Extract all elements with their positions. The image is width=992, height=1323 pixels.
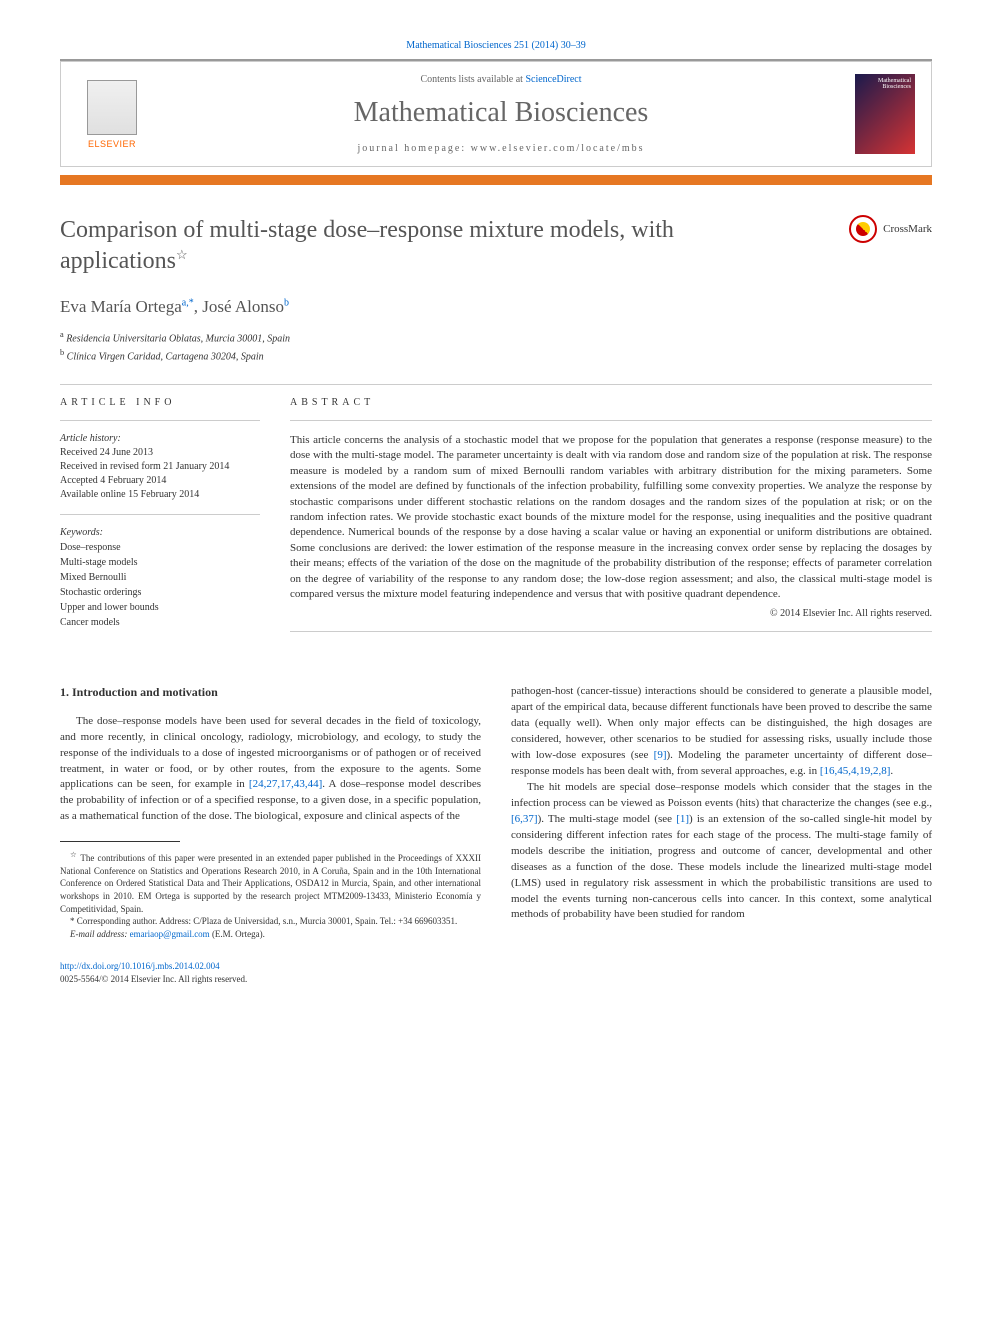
body-columns: 1. Introduction and motivation The dose–… <box>60 684 932 985</box>
keyword-item: Dose–response <box>60 540 260 555</box>
reference-link[interactable]: [16,45,4,19,2,8] <box>820 765 891 777</box>
article-title: Comparison of multi-stage dose–response … <box>60 215 760 277</box>
author-1-corr-mark[interactable]: * <box>189 298 194 309</box>
top-citation: Mathematical Biosciences 251 (2014) 30–3… <box>60 40 932 51</box>
body-text: ). The multi-stage model (see <box>538 813 677 825</box>
body-column-left: 1. Introduction and motivation The dose–… <box>60 684 481 985</box>
divider-line <box>60 384 932 385</box>
crossmark-icon <box>849 215 877 243</box>
title-footnote-star: ☆ <box>176 247 188 262</box>
journal-header-box: ELSEVIER Contents lists available at Sci… <box>60 61 932 167</box>
footnote-email: E-mail address: emariaop@gmail.com (E.M.… <box>60 928 481 941</box>
title-text: Comparison of multi-stage dose–response … <box>60 217 674 274</box>
available-date: Available online 15 February 2014 <box>60 488 260 502</box>
affiliation-b-text: Clínica Virgen Caridad, Cartagena 30204,… <box>67 351 264 362</box>
history-dates: Received 24 June 2013 Received in revise… <box>60 446 260 502</box>
author-2-affil[interactable]: b <box>284 298 289 309</box>
body-paragraph: The hit models are special dose–response… <box>511 780 932 923</box>
contents-available-line: Contents lists available at ScienceDirec… <box>167 74 835 85</box>
elsevier-logo[interactable]: ELSEVIER <box>77 74 147 154</box>
body-text: . <box>890 765 893 777</box>
keyword-item: Multi-stage models <box>60 555 260 570</box>
reference-link[interactable]: [9] <box>654 749 667 761</box>
abstract-column: ABSTRACT This article concerns the analy… <box>290 397 932 644</box>
title-row: Comparison of multi-stage dose–response … <box>60 215 932 277</box>
homepage-label: journal homepage: <box>357 143 470 154</box>
revised-date: Received in revised form 21 January 2014 <box>60 460 260 474</box>
keywords-divider <box>60 514 260 515</box>
abstract-copyright: © 2014 Elsevier Inc. All rights reserved… <box>290 608 932 619</box>
affiliations: a Residencia Universitaria Oblatas, Murc… <box>60 329 932 364</box>
doi-link[interactable]: http://dx.doi.org/10.1016/j.mbs.2014.02.… <box>60 961 220 971</box>
abstract-text: This article concerns the analysis of a … <box>290 433 932 602</box>
homepage-url[interactable]: www.elsevier.com/locate/mbs <box>471 143 645 154</box>
article-info-label: ARTICLE INFO <box>60 397 260 408</box>
article-info-column: ARTICLE INFO Article history: Received 2… <box>60 397 260 644</box>
article-page: Mathematical Biosciences 251 (2014) 30–3… <box>0 0 992 1026</box>
email-suffix: (E.M. Ortega). <box>210 929 265 939</box>
section-1-heading: 1. Introduction and motivation <box>60 684 481 701</box>
affiliation-a-text: Residencia Universitaria Oblatas, Murcia… <box>66 334 290 345</box>
keywords-list: Dose–response Multi-stage models Mixed B… <box>60 540 260 630</box>
elsevier-tree-icon <box>87 80 137 135</box>
reference-link[interactable]: [6,37] <box>511 813 538 825</box>
orange-accent-bar <box>60 175 932 185</box>
received-date: Received 24 June 2013 <box>60 446 260 460</box>
footnotes: ☆ The contributions of this paper were p… <box>60 850 481 940</box>
journal-cover-thumbnail[interactable]: Mathematical Biosciences <box>855 74 915 154</box>
journal-name: Mathematical Biosciences <box>167 97 835 129</box>
footnote-star-text: The contributions of this paper were pre… <box>60 853 481 913</box>
issn-copyright: 0025-5564/© 2014 Elsevier Inc. All right… <box>60 973 481 986</box>
email-link[interactable]: emariaop@gmail.com <box>130 929 210 939</box>
author-1[interactable]: Eva María Ortega <box>60 297 182 316</box>
keywords-heading: Keywords: <box>60 527 260 538</box>
footnote-corresponding: * Corresponding author. Address: C/Plaza… <box>60 915 481 928</box>
authors-line: Eva María Ortegaa,*, José Alonsob <box>60 297 932 317</box>
footnote-star: ☆ The contributions of this paper were p… <box>60 850 481 915</box>
abstract-label: ABSTRACT <box>290 397 932 408</box>
cover-text-2: Biosciences <box>859 84 911 90</box>
footnote-divider <box>60 841 180 842</box>
reference-link[interactable]: [24,27,17,43,44] <box>249 778 322 790</box>
affiliation-a: a Residencia Universitaria Oblatas, Murc… <box>60 329 932 346</box>
body-text: The hit models are special dose–response… <box>511 781 932 809</box>
author-2[interactable]: José Alonso <box>202 297 284 316</box>
abstract-bottom-divider <box>290 631 932 632</box>
body-paragraph: The dose–response models have been used … <box>60 714 481 826</box>
info-abstract-row: ARTICLE INFO Article history: Received 2… <box>60 397 932 644</box>
accepted-date: Accepted 4 February 2014 <box>60 474 260 488</box>
email-label: E-mail address: <box>70 929 130 939</box>
abstract-divider <box>290 420 932 421</box>
sciencedirect-link[interactable]: ScienceDirect <box>525 74 581 85</box>
crossmark-badge[interactable]: CrossMark <box>849 215 932 243</box>
keyword-item: Mixed Bernoulli <box>60 570 260 585</box>
elsevier-label: ELSEVIER <box>88 139 136 149</box>
author-1-affil[interactable]: a, <box>182 298 189 309</box>
homepage-line: journal homepage: www.elsevier.com/locat… <box>167 143 835 154</box>
history-heading: Article history: <box>60 433 260 444</box>
crossmark-label: CrossMark <box>883 223 932 235</box>
keyword-item: Cancer models <box>60 615 260 630</box>
affiliation-b: b Clínica Virgen Caridad, Cartagena 3020… <box>60 347 932 364</box>
keyword-item: Upper and lower bounds <box>60 600 260 615</box>
doi-block: http://dx.doi.org/10.1016/j.mbs.2014.02.… <box>60 960 481 985</box>
keyword-item: Stochastic orderings <box>60 585 260 600</box>
reference-link[interactable]: [1] <box>676 813 689 825</box>
info-divider <box>60 420 260 421</box>
body-text: ) is an extension of the so-called singl… <box>511 813 932 921</box>
header-center: Contents lists available at ScienceDirec… <box>147 74 855 154</box>
contents-text: Contents lists available at <box>420 74 525 85</box>
body-column-right: pathogen-host (cancer-tissue) interactio… <box>511 684 932 985</box>
body-paragraph: pathogen-host (cancer-tissue) interactio… <box>511 684 932 780</box>
